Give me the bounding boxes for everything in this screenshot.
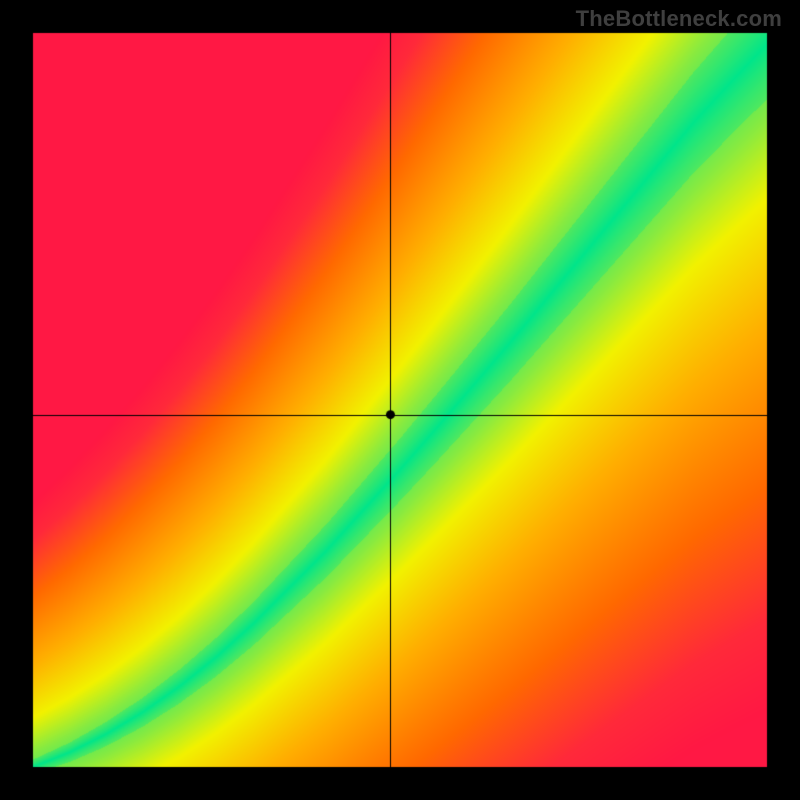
bottleneck-heatmap [0,0,800,800]
watermark-text: TheBottleneck.com [576,6,782,32]
chart-container: { "watermark": { "text": "TheBottleneck.… [0,0,800,800]
